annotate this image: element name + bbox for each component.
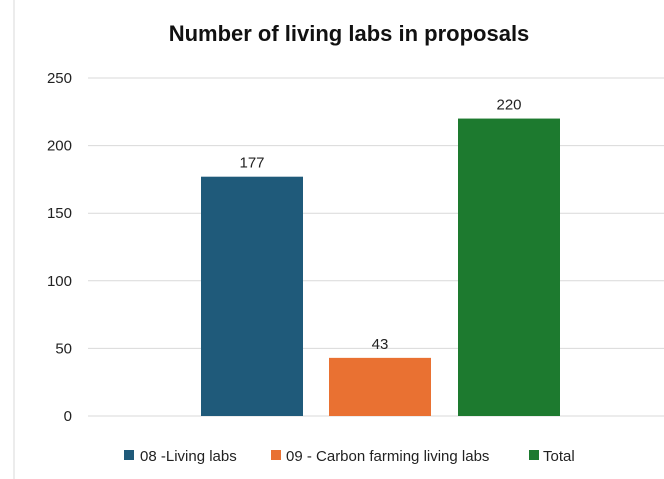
data-labels: 177 43 220 xyxy=(239,97,521,353)
bar-1 xyxy=(201,176,303,416)
gridlines xyxy=(88,77,664,417)
legend: 08 -Living labs 09 - Carbon farming livin… xyxy=(124,448,575,465)
data-label-1: 177 xyxy=(239,155,264,172)
y-tick-label-150: 150 xyxy=(47,205,72,222)
legend-label-3: Total xyxy=(543,448,575,465)
bar-2 xyxy=(329,357,431,416)
data-label-3: 220 xyxy=(496,97,521,114)
legend-swatch-3 xyxy=(529,450,539,460)
data-label-2: 43 xyxy=(372,336,389,353)
bars xyxy=(201,118,560,416)
bar-3 xyxy=(458,118,560,416)
chart-title: Number of living labs in proposals xyxy=(169,21,530,46)
legend-label-2: 09 - Carbon farming living labs xyxy=(286,448,489,465)
legend-swatch-1 xyxy=(124,450,134,460)
legend-label-1: 08 -Living labs xyxy=(140,448,237,465)
y-tick-label-250: 250 xyxy=(47,70,72,87)
y-tick-label-100: 100 xyxy=(47,273,72,290)
y-tick-label-0: 0 xyxy=(64,408,72,425)
y-tick-label-50: 50 xyxy=(55,340,72,357)
y-tick-label-200: 200 xyxy=(47,138,72,155)
legend-swatch-2 xyxy=(271,450,281,460)
y-axis-tick-labels: 0 50 100 150 200 250 xyxy=(47,70,72,425)
